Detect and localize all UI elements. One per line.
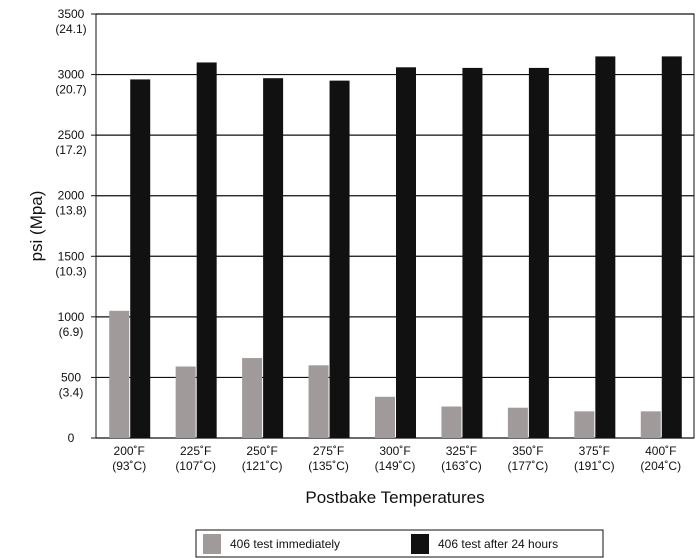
bar [396, 67, 416, 438]
bar [109, 310, 130, 438]
bar [661, 56, 682, 439]
x-tick-label: 200˚F (93˚C) [112, 444, 146, 473]
bar [308, 365, 329, 438]
x-tick-label: 225˚F (107˚C) [175, 444, 216, 473]
bar [263, 78, 284, 438]
bar [574, 411, 595, 438]
x-tick-label: 375˚F (191˚C) [574, 444, 615, 473]
bar [375, 396, 395, 438]
x-tick-label: 300˚F (149˚C) [375, 444, 416, 473]
y-tick-label: 1000 (6.9) [58, 310, 85, 339]
y-tick-label: 2500 (17.2) [55, 128, 86, 157]
y-tick-label: 3500 (24.1) [55, 7, 86, 36]
bar [196, 62, 217, 438]
bar [507, 407, 528, 438]
y-tick-label: 1500 (10.3) [55, 249, 86, 278]
x-tick-label: 350˚F (177˚C) [508, 444, 549, 473]
legend-label: 406 test after 24 hours [438, 537, 558, 551]
bar [640, 411, 661, 438]
x-tick-label: 275˚F (135˚C) [308, 444, 349, 473]
x-tick-label: 250˚F (121˚C) [242, 444, 283, 473]
x-tick-label: 400˚F (204˚C) [640, 444, 681, 473]
bar [175, 366, 196, 438]
bar [242, 358, 263, 438]
bar [441, 406, 462, 438]
bar [528, 67, 549, 438]
x-axis-label: Postbake Temperatures [305, 488, 484, 507]
y-tick-label: 0 [68, 431, 75, 445]
legend-box [195, 529, 604, 558]
bar [462, 67, 483, 438]
x-tick-label: 325˚F (163˚C) [441, 444, 482, 473]
y-tick-label: 500 (3.4) [59, 370, 84, 399]
y-tick-label: 3000 (20.7) [55, 68, 86, 97]
legend-label: 406 test immediately [230, 537, 340, 551]
y-axis-label: psi (Mpa) [27, 191, 46, 262]
bar [329, 80, 350, 438]
bar [595, 56, 616, 439]
y-tick-label: 2000 (13.8) [55, 189, 86, 218]
bar [130, 79, 151, 438]
legend-swatch [203, 534, 221, 554]
legend-swatch [411, 534, 429, 554]
